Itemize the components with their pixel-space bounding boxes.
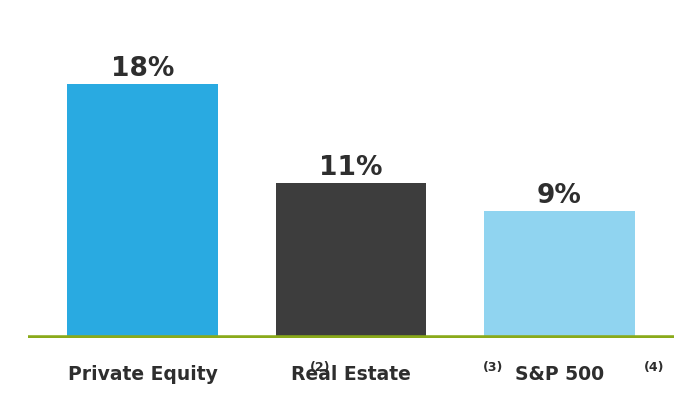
Text: (2): (2): [311, 361, 331, 373]
Bar: [276, 184, 426, 339]
Bar: [484, 212, 635, 339]
Text: (4): (4): [644, 361, 664, 373]
Text: Private Equity: Private Equity: [67, 364, 218, 383]
Text: 11%: 11%: [319, 154, 383, 180]
Bar: [67, 85, 218, 339]
Text: (3): (3): [483, 361, 503, 373]
Text: 18%: 18%: [111, 56, 174, 82]
Text: S&P 500: S&P 500: [515, 364, 604, 383]
Text: 9%: 9%: [537, 183, 582, 209]
Text: Real Estate: Real Estate: [291, 364, 411, 383]
